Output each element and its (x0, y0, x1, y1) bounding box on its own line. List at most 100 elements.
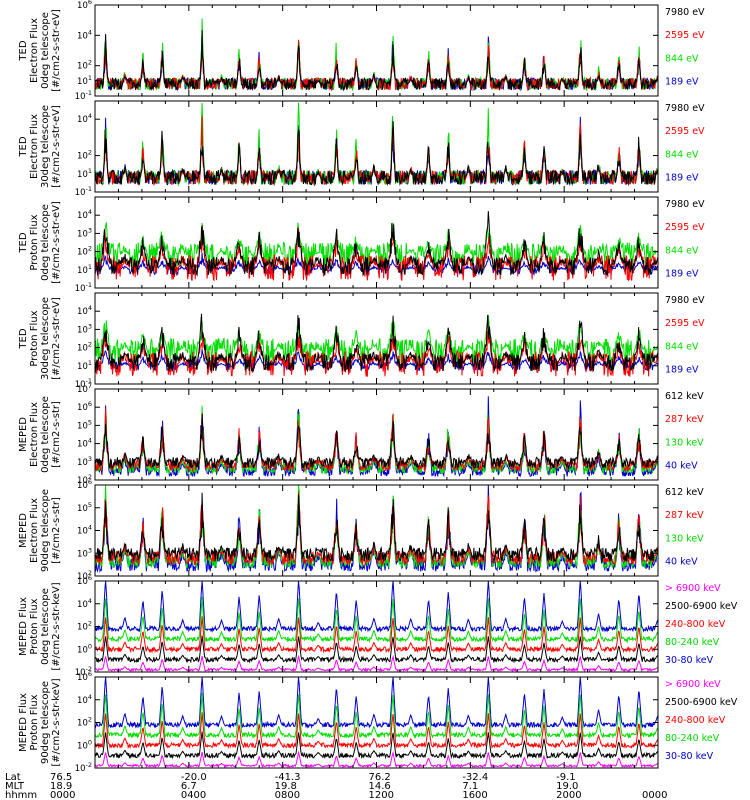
y-axis-label: MEPED FluxProton Flux0deg telescope[#/cm… (18, 582, 62, 670)
panel-5: 102 103 104 105 106 107 MEPEDElectron Flux0deg… (18, 382, 704, 486)
legend-entry: 7980 eV (665, 103, 705, 114)
y-tick-label: 10-1 (75, 281, 92, 294)
panel-7-traces (95, 581, 658, 672)
y-tick-label: 104 (77, 28, 92, 41)
panel-2-traces (95, 102, 658, 187)
footer-value: 7.1 (462, 781, 478, 792)
y-tick-label: 10-2 (75, 761, 92, 774)
y-tick-label: 103 (77, 322, 92, 335)
panel-2: 10-1 101 102 104 TEDElectron Flux30deg teles… (18, 100, 705, 198)
y-tick-label: 106 (77, 478, 92, 491)
y-tick-label: 101 (77, 263, 92, 276)
y-tick-label: 106 (77, 0, 92, 11)
legend-entry: 2595 eV (665, 126, 705, 137)
y-tick-label: 103 (77, 455, 92, 468)
legend-entry: 189 eV (665, 364, 699, 375)
footer-value: 76.5 (50, 772, 72, 783)
y-tick-label: 10-1 (75, 89, 92, 102)
footer-row-label: Lat (5, 772, 21, 783)
footer-value: -20.0 (181, 772, 207, 783)
y-tick-label: 104 (77, 693, 92, 706)
legend-entry: 287 keV (665, 414, 704, 425)
y-tick-label: 102 (77, 59, 92, 72)
panel-1-traces (95, 18, 658, 92)
footer-value: 0400 (181, 790, 206, 800)
y-tick-label: 101 (77, 167, 92, 180)
series-7980-ev (95, 30, 658, 92)
panel-6: 102 103 104 105 106 MEPEDElectron Flux90deg t… (18, 478, 704, 582)
y-tick-label: 106 (77, 400, 92, 413)
series-80-240-kev (95, 692, 658, 739)
y-tick-label: 103 (77, 546, 92, 559)
y-tick-label: 102 (77, 245, 92, 258)
series-2595-ev (95, 330, 658, 377)
panel-4-traces (95, 313, 658, 377)
legend-entry: 2595 eV (665, 30, 705, 41)
y-axis-label: TEDElectron Flux30deg telescope[#/cm2-s-… (18, 105, 62, 188)
footer-value: 18.9 (50, 781, 72, 792)
footer-value: 1200 (369, 790, 394, 800)
legend-entry: 2500-6900 keV (665, 601, 738, 612)
footer-value: 0000 (642, 790, 667, 800)
footer-row-label: hhmm (5, 790, 37, 800)
y-axis-label: TEDProton Flux0deg telescope[#/cm2-s-str… (18, 201, 62, 284)
series-80-240-kev (95, 596, 658, 644)
y-axis-label: MEPED FluxProton Flux90deg telescope[#/c… (18, 678, 62, 766)
legend-entry: 844 eV (665, 245, 699, 256)
series-40-kev (95, 396, 658, 478)
panel-5-traces (95, 396, 658, 478)
legend-entry: 40 keV (665, 556, 698, 567)
panel-8: 10-2 100 102 104 106 MEPED FluxProton Flux90d… (18, 670, 738, 774)
y-tick-label: 102 (77, 473, 92, 486)
series-7980-ev (95, 211, 658, 277)
y-axis-label: TEDElectron Flux0deg telescope[#/cm2-s-s… (18, 9, 62, 92)
footer-value: 0000 (50, 790, 75, 800)
legend-entry: > 6900 keV (665, 583, 721, 594)
legend-entry: 7980 eV (665, 295, 705, 306)
legend-entry: 2595 eV (665, 222, 705, 233)
series-612-kev (95, 413, 658, 470)
legend-entry: 7980 eV (665, 199, 705, 210)
legend-entry: 189 eV (665, 268, 699, 279)
series-7980-ev (95, 313, 658, 373)
y-tick-label: 101 (77, 74, 92, 87)
y-tick-label: 102 (77, 716, 92, 729)
y-tick-label: 105 (77, 418, 92, 431)
y-axis-label: MEPEDElectron Flux0deg telescope[#/cm2-s… (18, 396, 62, 473)
y-tick-label: 106 (77, 574, 92, 587)
footer-value: 19.8 (275, 781, 297, 792)
y-tick-label: 104 (77, 524, 92, 537)
y-tick-label: 104 (77, 437, 92, 450)
footer-value: -9.1 (556, 772, 576, 783)
legend-entry: > 6900 keV (665, 679, 721, 690)
y-tick-label: 10-1 (75, 185, 92, 198)
panel-7: 10-2 100 102 104 106 MEPED FluxProton Flux0de… (18, 574, 738, 678)
panel-frame (94, 292, 659, 385)
footer-value: 1600 (462, 790, 487, 800)
footer-value: 2000 (556, 790, 581, 800)
footer-value: 76.2 (369, 772, 391, 783)
y-tick-label: 106 (77, 670, 92, 683)
y-tick-label: 105 (77, 501, 92, 514)
panel-1: 10-1 101 102 104 106 TEDElectron Flux0deg tel… (18, 0, 705, 102)
panel-3-traces (95, 211, 658, 282)
footer-value: 19.0 (556, 781, 578, 792)
footer-row-label: MLT (5, 781, 25, 792)
legend-entry: 240-800 keV (665, 619, 726, 630)
legend-entry: 240-800 keV (665, 715, 726, 726)
panel-4: 10-1 101 102 103 104 TEDProton Flux30deg tele… (18, 292, 705, 390)
legend-entry: 130 keV (665, 437, 704, 448)
footer-value: 14.6 (369, 781, 391, 792)
y-tick-label: 104 (77, 112, 92, 125)
legend-entry: 30-80 keV (665, 751, 714, 762)
series-612-kev (95, 492, 658, 563)
y-tick-label: 100 (77, 642, 92, 655)
legend-entry: 2500-6900 keV (665, 697, 738, 708)
panel-6-traces (95, 485, 658, 573)
legend-entry: 612 keV (665, 391, 704, 402)
series-7980-ev (95, 120, 658, 187)
legend-entry: 80-240 keV (665, 637, 720, 648)
legend-entry: 189 eV (665, 76, 699, 87)
y-tick-label: 103 (77, 226, 92, 239)
